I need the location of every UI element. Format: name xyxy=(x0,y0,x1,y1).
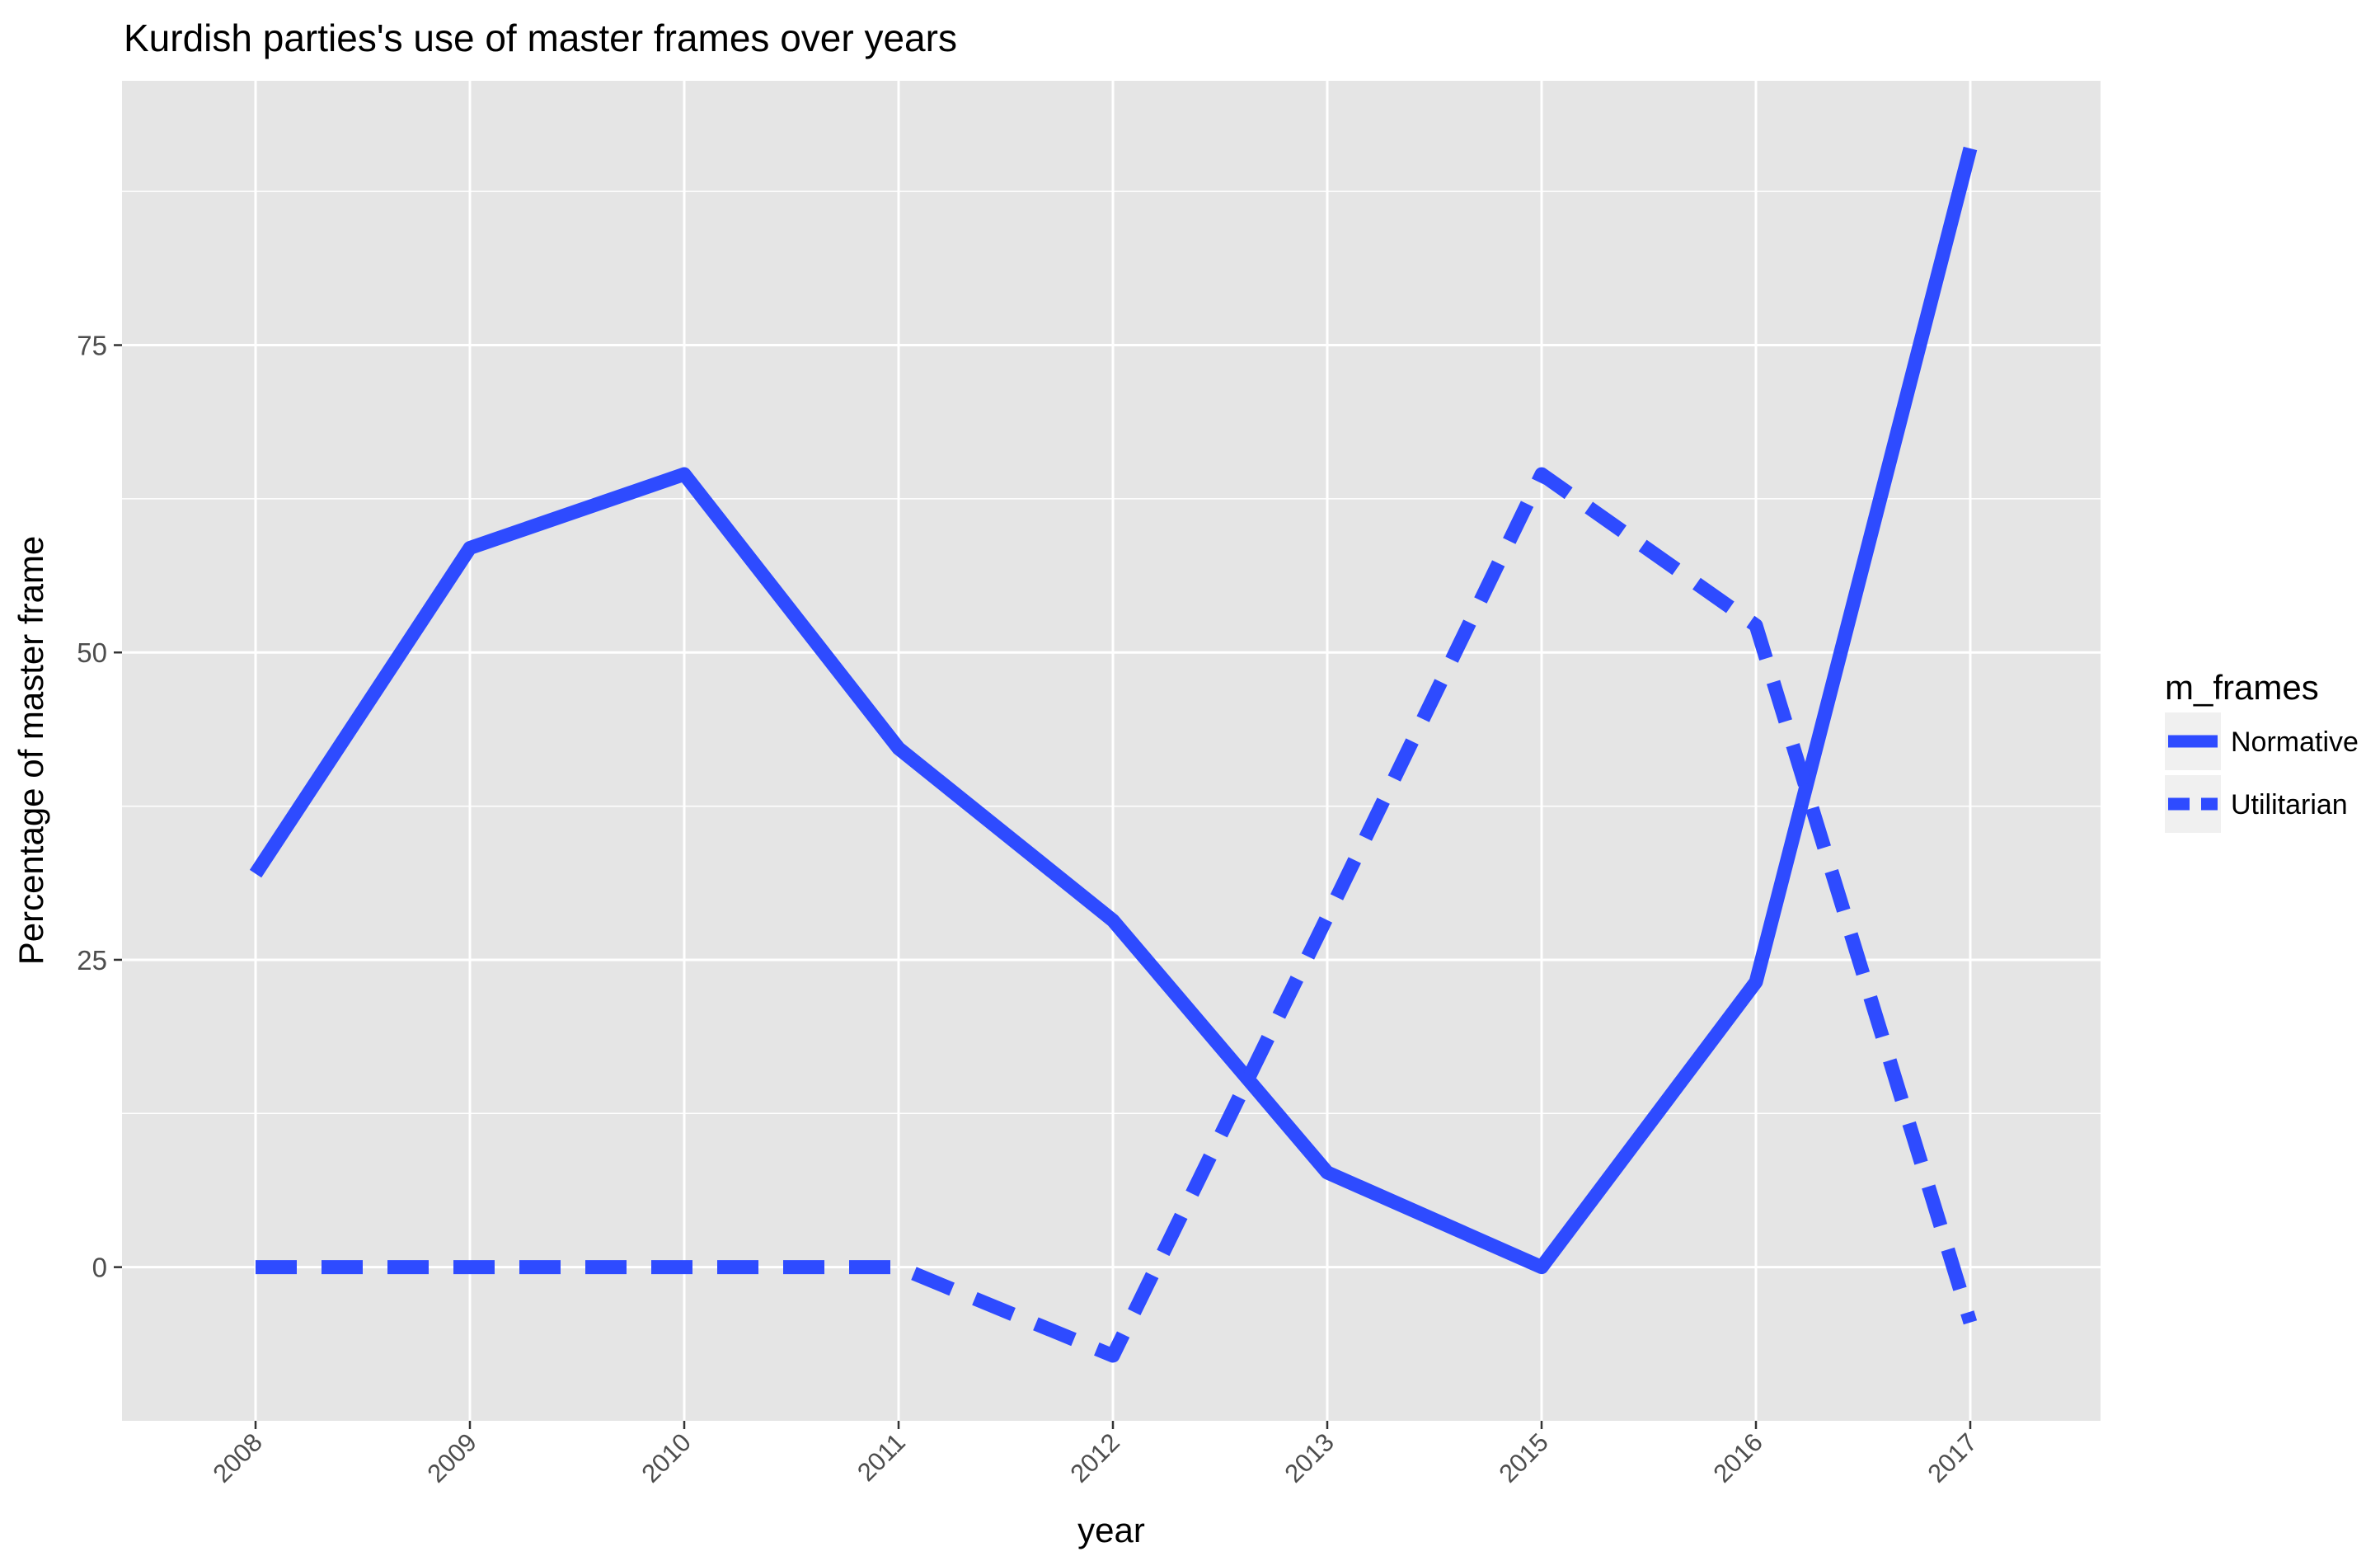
x-tick-label: 2015 xyxy=(1493,1427,1554,1488)
x-axis: 2008 2009 2010 2011 2012 2013 2015 2016 2017 xyxy=(207,1421,1983,1488)
legend: m_frames Normative Utilitarian xyxy=(2165,668,2359,833)
plot-panel-background xyxy=(122,81,2101,1421)
x-tick-label: 2011 xyxy=(852,1427,911,1487)
x-tick-label: 2013 xyxy=(1279,1427,1340,1488)
x-tick-label: 2017 xyxy=(1922,1427,1983,1488)
plot-panel xyxy=(122,81,2101,1421)
legend-label-utilitarian: Utilitarian xyxy=(2231,789,2348,820)
y-tick-label: 25 xyxy=(77,945,107,976)
x-tick-label: 2012 xyxy=(1064,1427,1125,1488)
y-tick-label: 75 xyxy=(77,331,107,361)
chart-title: Kurdish parties's use of master frames o… xyxy=(124,16,957,59)
legend-label-normative: Normative xyxy=(2231,726,2359,758)
x-tick-label: 2010 xyxy=(636,1427,697,1488)
y-axis: 0 25 50 75 xyxy=(77,331,122,1283)
minor-grid-lines xyxy=(122,190,2101,1115)
y-tick-label: 0 xyxy=(92,1253,107,1283)
series-line-utilitarian xyxy=(256,467,1978,1363)
series-line-normative xyxy=(249,146,1978,1275)
series-lines xyxy=(249,146,1978,1363)
y-tick-label: 50 xyxy=(77,637,107,668)
major-grid-lines xyxy=(122,81,2101,1421)
legend-title: m_frames xyxy=(2165,668,2319,707)
x-tick-label: 2008 xyxy=(207,1427,268,1488)
x-axis-title: year xyxy=(1077,1511,1145,1549)
x-tick-label: 2016 xyxy=(1707,1427,1768,1488)
y-axis-title: Percentage of master frame xyxy=(12,536,50,966)
x-tick-label: 2009 xyxy=(421,1427,482,1488)
